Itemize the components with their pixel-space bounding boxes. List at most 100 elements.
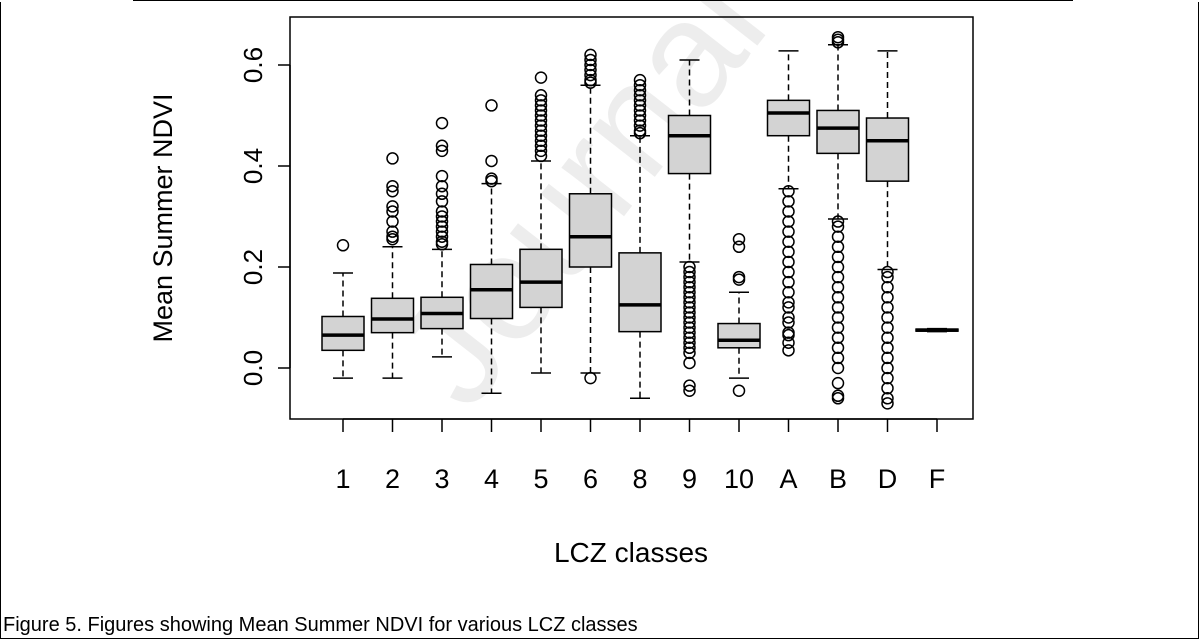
outlier-point xyxy=(831,331,845,344)
outlier-point xyxy=(881,291,894,304)
x-tick-label: 4 xyxy=(484,464,499,494)
outlier-point xyxy=(831,280,845,294)
outlier-point xyxy=(534,109,548,122)
outlier-point xyxy=(782,205,795,218)
outlier-point xyxy=(683,280,696,294)
outlier-point xyxy=(831,30,845,44)
outlier-point xyxy=(831,376,845,390)
x-tick-label: 9 xyxy=(682,464,697,494)
box-A xyxy=(766,50,811,357)
outlier-point xyxy=(831,361,845,375)
outlier-point xyxy=(831,260,845,274)
y-tick-label: 0.2 xyxy=(238,249,268,285)
outlier-point xyxy=(782,336,795,349)
outlier-point xyxy=(584,68,597,82)
outlier-point xyxy=(683,301,696,314)
outlier-point xyxy=(782,286,795,299)
box-iqr xyxy=(321,315,365,352)
outlier-point xyxy=(831,240,845,254)
x-tick-label: B xyxy=(829,464,847,494)
outlier-point xyxy=(831,351,845,365)
outlier-point xyxy=(831,220,845,233)
outlier-point xyxy=(831,215,845,228)
outlier-point xyxy=(782,328,795,342)
outlier-point xyxy=(683,336,696,349)
y-tick-label: 0.4 xyxy=(238,148,268,184)
outlier-point xyxy=(683,296,696,309)
x-tick-label: 1 xyxy=(335,464,350,494)
outlier-point xyxy=(683,270,696,284)
outlier-point xyxy=(683,311,696,324)
outlier-point xyxy=(534,144,548,158)
outlier-point xyxy=(435,220,449,233)
x-tick-label: 3 xyxy=(434,464,449,494)
box-8 xyxy=(618,73,662,400)
box-iqr xyxy=(717,322,761,349)
outlier-point xyxy=(683,265,696,279)
outlier-point xyxy=(336,239,350,252)
outlier-point xyxy=(683,331,696,344)
outlier-point xyxy=(386,230,399,243)
outlier-point xyxy=(732,240,746,254)
outlier-point xyxy=(435,225,449,238)
outlier-point xyxy=(831,250,845,264)
outlier-point xyxy=(534,119,548,132)
box-3 xyxy=(420,116,464,358)
frame-gap-right xyxy=(1073,0,1202,2)
outlier-point xyxy=(881,280,894,294)
outlier-point xyxy=(782,245,795,259)
outlier-point xyxy=(732,273,746,286)
box-iqr xyxy=(469,263,514,320)
outlier-point xyxy=(732,384,746,397)
outlier-point xyxy=(584,53,597,67)
x-tick-label: F xyxy=(929,464,946,494)
outlier-point xyxy=(881,321,894,334)
outlier-point xyxy=(485,154,498,168)
outlier-point xyxy=(633,89,647,102)
frame-gap-left xyxy=(0,0,133,2)
boxes-layer xyxy=(321,30,959,410)
outlier-point xyxy=(683,321,696,334)
outlier-point xyxy=(881,381,894,395)
outlier-point xyxy=(534,94,548,107)
outlier-point xyxy=(782,195,795,208)
outlier-point xyxy=(386,205,399,218)
box-2 xyxy=(370,152,415,379)
outlier-point xyxy=(633,99,647,112)
outlier-point xyxy=(831,389,845,403)
outlier-point xyxy=(831,291,845,304)
outlier-point xyxy=(881,311,894,324)
y-axis-label: Mean Summer NDVI xyxy=(148,93,178,342)
outlier-point xyxy=(633,84,647,97)
outlier-point xyxy=(435,139,449,153)
box-iqr xyxy=(766,99,811,137)
outlier-point xyxy=(435,210,449,223)
outlier-point xyxy=(831,392,845,405)
box-D xyxy=(865,50,910,410)
outlier-point xyxy=(534,104,548,117)
outlier-point xyxy=(633,124,647,137)
outlier-point xyxy=(633,94,647,107)
box-iqr xyxy=(519,248,563,309)
outlier-point xyxy=(782,255,795,269)
outlier-point xyxy=(683,379,696,392)
outlier-point xyxy=(881,331,894,344)
outlier-point xyxy=(831,33,845,46)
outlier-point xyxy=(831,230,845,243)
outlier-point xyxy=(683,356,696,370)
x-tick-label: 10 xyxy=(724,464,754,494)
figure-caption: Figure 5. Figures showing Mean Summer ND… xyxy=(3,614,638,636)
box-9 xyxy=(667,59,712,397)
box-iqr xyxy=(816,109,860,155)
outlier-point xyxy=(485,172,498,185)
outlier-point xyxy=(435,230,449,243)
outlier-point xyxy=(881,397,894,410)
outlier-point xyxy=(633,78,647,92)
outlier-point xyxy=(683,384,696,397)
y-tick-label: 0.0 xyxy=(238,350,268,386)
outlier-point xyxy=(633,114,647,127)
outlier-point xyxy=(534,129,548,142)
outlier-point xyxy=(881,392,894,405)
outlier-point xyxy=(881,301,894,314)
